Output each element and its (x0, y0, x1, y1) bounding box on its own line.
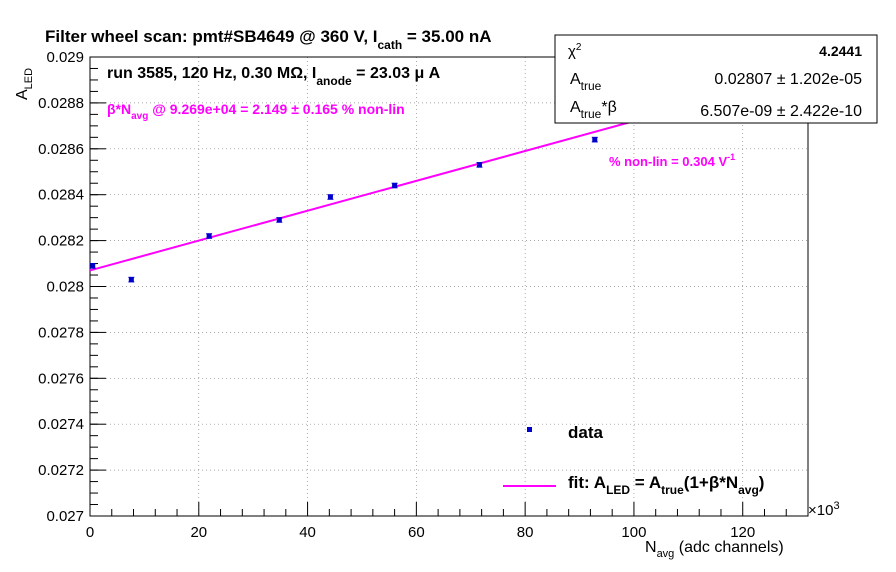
stats-atrueb-label: Atrue*β (570, 99, 617, 121)
data-point (206, 233, 212, 239)
legend-data-marker (527, 427, 532, 432)
stats-atrue-label: Atrue (570, 71, 602, 93)
x-axis-label: Navg (adc channels) (645, 539, 784, 560)
nonlin-annotation: β*Navg @ 9.269e+04 = 2.149 ± 0.165 % non… (107, 101, 405, 122)
y-tick-label: 0.0272 (38, 462, 84, 479)
x-tick-label: 20 (190, 524, 207, 541)
fit-stats-box: χ2 4.2441 Atrue 0.02807 ± 1.202e-05 Atru… (554, 34, 878, 124)
fit-line (89, 120, 635, 272)
legend-fit-label: fit: ALED = Atrue(1+β*Navg) (568, 473, 764, 497)
y-tick-label: 0.0286 (38, 141, 84, 158)
data-point (592, 137, 598, 143)
data-point (276, 217, 282, 223)
y-tick-label: 0.0276 (38, 370, 84, 387)
chart-title: Filter wheel scan: pmt#SB4649 @ 360 V, I… (45, 27, 492, 52)
stats-box-frame (554, 34, 878, 124)
data-point (392, 183, 398, 189)
legend-data-label: data (568, 423, 604, 442)
y-tick-label: 0.027 (46, 508, 84, 525)
stats-chi2-label: χ2 (568, 42, 582, 60)
data-point (476, 162, 482, 168)
y-tick-label: 0.0278 (38, 324, 84, 341)
x-tick-label: 80 (517, 524, 534, 541)
data-points (89, 136, 598, 283)
run-info: run 3585, 120 Hz, 0.30 MΩ, Ianode = 23.0… (107, 65, 441, 88)
x-tick-label: 0 (86, 524, 94, 541)
pct-nonlin-annotation: % non-lin = 0.304 V-1 (609, 152, 735, 169)
y-tick-label: 0.0284 (38, 187, 84, 204)
stats-atrueb-value: 6.507e-09 ± 2.422e-10 (700, 103, 862, 120)
x-axis-multiplier: ×103 (808, 500, 840, 519)
y-axis-label: ALED (14, 68, 35, 100)
y-tick-label: 0.028 (46, 279, 84, 296)
legend: data fit: ALED = Atrue(1+β*Navg) (503, 423, 764, 497)
y-tick-label: 0.0282 (38, 233, 84, 250)
x-tick-label: 100 (621, 524, 646, 541)
axis-ticks: 0 20 40 60 80 100 120 0.027 0.0272 0.0274 0.0276 0.… (38, 49, 809, 541)
x-tick-label: 40 (299, 524, 316, 541)
x-tick-label: 120 (730, 524, 755, 541)
data-point (327, 194, 333, 200)
y-tick-label: 0.0288 (38, 95, 84, 112)
x-tick-label: 60 (408, 524, 425, 541)
y-tick-label: 0.0274 (38, 416, 84, 433)
stats-chi2-value: 4.2441 (819, 43, 862, 59)
stats-atrue-value: 0.02807 ± 1.202e-05 (714, 71, 862, 88)
y-tick-label: 0.029 (46, 49, 84, 66)
data-point (90, 263, 96, 269)
data-point (128, 277, 134, 283)
fit-line-group (89, 120, 635, 272)
